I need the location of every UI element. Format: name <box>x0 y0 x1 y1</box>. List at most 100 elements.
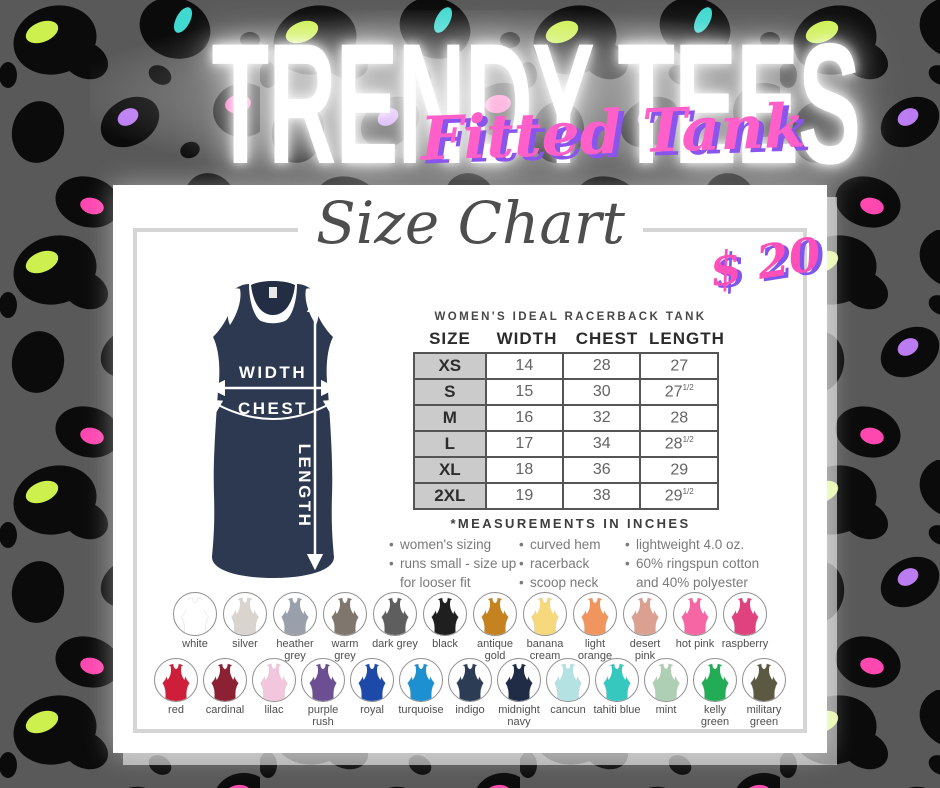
color-swatch: black <box>420 592 470 662</box>
color-swatch: banana cream <box>520 592 570 662</box>
color-swatch: royal <box>348 658 397 728</box>
swatch-label: lilac <box>264 704 284 716</box>
card-title: Size Chart <box>298 187 643 260</box>
swatch-label: warm grey <box>331 638 359 663</box>
color-swatch: tahiti blue <box>593 658 642 728</box>
table-row: L 17 34 281/2 <box>413 430 719 458</box>
feature-item: runs small - size up for looser fit <box>389 555 519 593</box>
tank-icon <box>178 597 212 636</box>
feature-column-style: curved hem racerback scoop neck <box>519 536 625 593</box>
tank-icon <box>747 663 781 702</box>
swatch-circle <box>373 592 417 636</box>
swatch-label: purple rush <box>307 704 339 729</box>
tank-icon <box>355 663 389 702</box>
tank-icon <box>378 597 412 636</box>
size-cell: S <box>413 378 487 406</box>
color-swatch: indigo <box>446 658 495 728</box>
swatch-circle <box>523 592 567 636</box>
table-caption: WOMEN'S IDEAL RACERBACK TANK <box>434 311 707 323</box>
color-swatch: purple rush <box>299 658 348 728</box>
swatch-circle <box>573 592 617 636</box>
color-swatch: cardinal <box>201 658 250 728</box>
tank-icon <box>208 663 242 702</box>
tank-icon <box>600 663 634 702</box>
tank-icon <box>228 597 262 636</box>
swatch-label: black <box>432 638 458 650</box>
swatch-circle <box>203 658 247 702</box>
table-header-row: SIZE WIDTH CHEST LENGTH <box>413 329 728 349</box>
color-swatch: military green <box>740 658 789 728</box>
tank-icon <box>257 663 291 702</box>
tank-icon <box>478 597 512 636</box>
color-swatch: cancun <box>544 658 593 728</box>
swatch-label: heather grey <box>276 638 314 663</box>
swatch-label: banana cream <box>526 638 564 663</box>
color-swatch: turquoise <box>397 658 446 728</box>
feature-column-sizing: women's sizing runs small - size up for … <box>389 536 519 593</box>
color-swatch: hot pink <box>670 592 720 662</box>
swatch-circle <box>546 658 590 702</box>
color-swatch: midnight navy <box>495 658 544 728</box>
swatch-label: desert pink <box>629 638 661 663</box>
swatch-label: cancun <box>550 704 586 716</box>
neck-tag <box>269 287 277 298</box>
swatch-circle <box>154 658 198 702</box>
swatch-circle <box>301 658 345 702</box>
tank-icon <box>159 663 193 702</box>
swatch-circle <box>173 592 217 636</box>
tank-icon <box>306 663 340 702</box>
swatch-circle <box>223 592 267 636</box>
tank-icon <box>678 597 712 636</box>
table-row: 2XL 19 38 291/2 <box>413 482 719 510</box>
swatch-label: raspberry <box>721 638 769 650</box>
size-cell: M <box>413 404 487 432</box>
swatch-label: silver <box>232 638 258 650</box>
swatch-circle <box>742 658 786 702</box>
swatch-label: turquoise <box>398 704 444 716</box>
width-label: WIDTH <box>239 363 307 382</box>
tank-icon <box>551 663 585 702</box>
swatch-label: red <box>168 704 184 716</box>
tank-icon <box>428 597 462 636</box>
table-row: XL 18 36 29 <box>413 456 719 484</box>
size-cell: XL <box>413 456 487 484</box>
swatch-label: mint <box>655 704 677 716</box>
size-chart-card: Size Chart $ 20 WIDTH CHEST LENGTH WOMEN… <box>113 185 827 753</box>
size-cell: XS <box>413 352 487 380</box>
swatch-circle <box>693 658 737 702</box>
color-swatch: desert pink <box>620 592 670 662</box>
swatch-circle <box>623 592 667 636</box>
col-header-width: WIDTH <box>496 329 558 348</box>
color-swatch-row-1: white silver heather grey warm grey dark… <box>113 592 827 662</box>
tank-icon <box>278 597 312 636</box>
tank-icon <box>628 597 662 636</box>
armhole-left <box>227 288 241 325</box>
feature-item: curved hem <box>519 536 625 555</box>
table-row: S 15 30 271/2 <box>413 378 719 406</box>
swatch-label: light orange <box>577 638 613 663</box>
measurement-section: WOMEN'S IDEAL RACERBACK TANK SIZE WIDTH … <box>413 311 728 531</box>
tank-diagram: WIDTH CHEST LENGTH <box>208 281 338 578</box>
swatch-label: royal <box>360 704 384 716</box>
color-swatch: light orange <box>570 592 620 662</box>
swatch-label: antique gold <box>476 638 514 663</box>
brand-glow <box>90 10 850 180</box>
swatch-circle <box>497 658 541 702</box>
color-swatch-row-2: red cardinal lilac purple rush royal tur… <box>113 658 827 728</box>
tank-icon <box>649 663 683 702</box>
color-swatch: heather grey <box>270 592 320 662</box>
tank-icon <box>404 663 438 702</box>
feature-item: women's sizing <box>389 536 519 555</box>
swatch-circle <box>350 658 394 702</box>
table-row: M 16 32 28 <box>413 404 719 432</box>
color-swatch: mint <box>642 658 691 728</box>
swatch-circle <box>252 658 296 702</box>
feature-item: scoop neck <box>519 574 625 593</box>
color-swatch: lilac <box>250 658 299 728</box>
swatch-circle <box>723 592 767 636</box>
feature-column-fabric: lightweight 4.0 oz. 60% ringspun cotton … <box>625 536 785 593</box>
tank-icon <box>578 597 612 636</box>
tank-body <box>212 284 334 578</box>
measurements-note: *MEASUREMENTS IN INCHES <box>450 516 691 531</box>
feature-item: racerback <box>519 555 625 574</box>
